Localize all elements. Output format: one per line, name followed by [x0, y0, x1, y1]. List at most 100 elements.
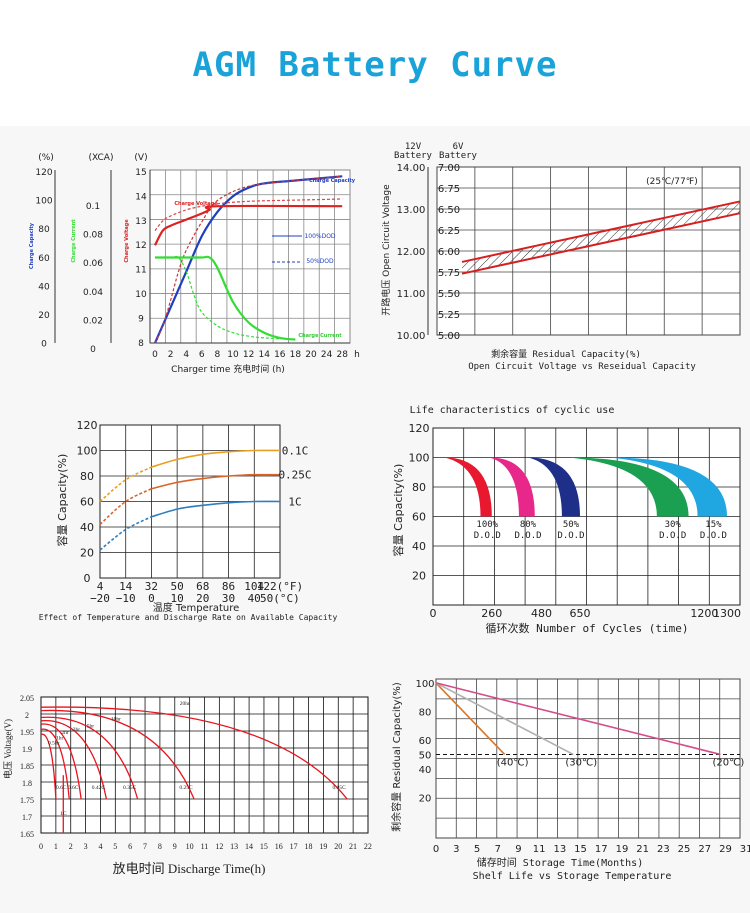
legend-100dod-label: 100%DOD [304, 233, 335, 240]
discharge-x-tick-label: 10 [186, 842, 194, 851]
charge-x-tick-label: 28 [336, 350, 348, 360]
charge-x-unit: h [354, 350, 360, 360]
discharge-curve-c-label: 0.6C [56, 785, 67, 791]
shelf-x-tick-label: 13 [553, 844, 566, 855]
discharge-y-label: 电压 Voltage(V) [2, 719, 13, 779]
ocv-6v-tick-label: 6.00 [438, 247, 460, 258]
voltage-tick-label: 10 [135, 290, 147, 300]
ocv-12v-tick-label: 13.00 [397, 205, 426, 216]
cycle-y-label: 容量 Capacity(%) [391, 464, 405, 557]
discharge-curve-rate: 2hr [61, 730, 69, 736]
discharge-x-tick-label: 6 [128, 842, 132, 851]
discharge-x-tick-label: 21 [349, 842, 357, 851]
discharge-1c-label: 1C [60, 811, 67, 817]
discharge-x-tick-label: 14 [245, 842, 253, 851]
discharge-x-tick-label: 15 [260, 842, 268, 851]
cycle-y-tick-label: 80 [412, 481, 426, 494]
discharge-curve-c-label: 0.05C [332, 785, 346, 791]
capacity-axis-header: (%) [38, 153, 54, 163]
discharge-y-tick-label: 1.85 [20, 762, 34, 771]
shelf-x-tick-label: 17 [595, 844, 608, 855]
temp-title: Effect of Temperature and Discharge Rate… [39, 613, 338, 622]
discharge-x-label: 放电时间 Discharge Time(h) [113, 861, 266, 876]
temp-x-c-tick-label: 0 [148, 592, 155, 605]
temp-x-c-tick-label: 40 [248, 592, 261, 605]
ocv-6v-tick-label: 5.75 [438, 268, 460, 279]
discharge-x-tick-label: 3 [84, 842, 88, 851]
discharge-y-tick-label: 1.7 [22, 813, 32, 822]
header: AGM Battery Curve [0, 0, 750, 126]
temp-y-tick-label: 100 [77, 445, 98, 458]
ocv-12v-tick-label: 11.00 [397, 289, 426, 300]
shelf-x-tick-label: 15 [574, 844, 587, 855]
discharge-curve-rate: 0.5hr [48, 740, 60, 746]
voltage-tick-label: 13 [135, 217, 146, 227]
temp-y-tick-label: 20 [80, 547, 94, 560]
capacity-tick-label: 20 [38, 311, 50, 321]
cycle-x-tick-label: 480 [531, 607, 552, 620]
ocv-6v-tick-label: 6.50 [438, 205, 460, 216]
discharge-x-tick-label: 13 [230, 842, 238, 851]
charge-x-tick-label: 14 [258, 350, 270, 360]
discharge-y-tick-label: 1.9 [22, 745, 32, 754]
discharge-x-tick-label: 1 [54, 842, 58, 851]
ocv-band-lower [461, 212, 741, 275]
cycle-title: Life characteristics of cyclic use [410, 405, 615, 416]
charge-series-charge-capacity [153, 175, 343, 344]
shelf-x-tick-label: 25 [678, 844, 691, 855]
charge-series-charge-capacity [154, 175, 343, 344]
discharge-curve-c-label: 0.25C [179, 785, 193, 791]
shelf-x-label: 储存时间 Storage Time(Months) [477, 856, 643, 869]
ocv-12v-header-2: Battery [394, 151, 433, 161]
cycle-x-tick-label: 1300 [713, 607, 741, 620]
charge-x-tick-label: 16 [274, 350, 286, 360]
temp-y-tick-label: 40 [80, 521, 94, 534]
cycle-x-tick-label: 0 [430, 607, 437, 620]
cycle-y-tick-label: 120 [409, 422, 430, 435]
temp-x-c-tick-label: 30 [222, 592, 235, 605]
cycle-y-tick-label: 20 [412, 570, 426, 583]
shelf-x-tick-label: 23 [657, 844, 670, 855]
temp-y-tick-label: 0 [84, 572, 91, 585]
charge-x-tick-label: 20 [305, 350, 317, 360]
ocv-6v-header: 6V [453, 142, 464, 152]
charge-capacity-label: Charge Capacity [309, 178, 356, 184]
shelf-x-tick-label: 19 [616, 844, 629, 855]
discharge-x-tick-label: 8 [158, 842, 162, 851]
discharge-curve-3hr [40, 720, 108, 800]
cycle-band-dod: D.O.D [557, 531, 584, 541]
temp-x-c-tick-label: 20 [196, 592, 209, 605]
ocv-12v-tick-label: 14.00 [397, 163, 426, 174]
shelf-y-tick-label: 40 [419, 765, 432, 776]
voltage-tick-label: 14 [135, 192, 147, 202]
discharge-curve-10hr [40, 709, 195, 800]
temp-y-tick-label: 120 [77, 419, 98, 432]
charge-x-tick-label: 10 [227, 350, 239, 360]
shelf-y-tick-label: 80 [419, 708, 432, 719]
shelf-series-40 [435, 682, 506, 756]
capacity-tick-label: 80 [38, 225, 50, 235]
charge-series-charge-voltage [154, 198, 343, 231]
discharge-y-tick-label: 1.95 [20, 728, 34, 737]
shelf-y-tick-label: 60 [419, 736, 432, 747]
current-tick-label: 0 [90, 345, 96, 355]
charge-x-tick-label: 0 [152, 350, 158, 360]
temp-x-f-tick-label: 14 [119, 580, 133, 593]
discharge-x-tick-label: 7 [143, 842, 147, 851]
temp-x-f-tick-label: 68 [196, 580, 209, 593]
voltage-tick-label: 12 [135, 241, 146, 251]
cycle-band-label: 50% [563, 520, 580, 530]
charge-x-label: Charger time 充电时间 (h) [171, 363, 285, 375]
cycle-band-label: 100% [476, 520, 498, 530]
charge-series-charge-voltage [154, 204, 343, 246]
discharge-x-tick-label: 16 [275, 842, 283, 851]
temp-y-label: 容量 Capacity(%) [55, 454, 69, 547]
discharge-x-tick-label: 20 [334, 842, 342, 851]
cycle-band-dod: D.O.D [659, 531, 686, 541]
discharge-curve-20hr [40, 706, 348, 800]
ocv-band-upper [461, 200, 741, 263]
ocv-12v-tick-label: 10.00 [397, 331, 426, 342]
charge-series-charge-current [155, 255, 296, 341]
current-tick-label: 0.08 [83, 231, 103, 241]
